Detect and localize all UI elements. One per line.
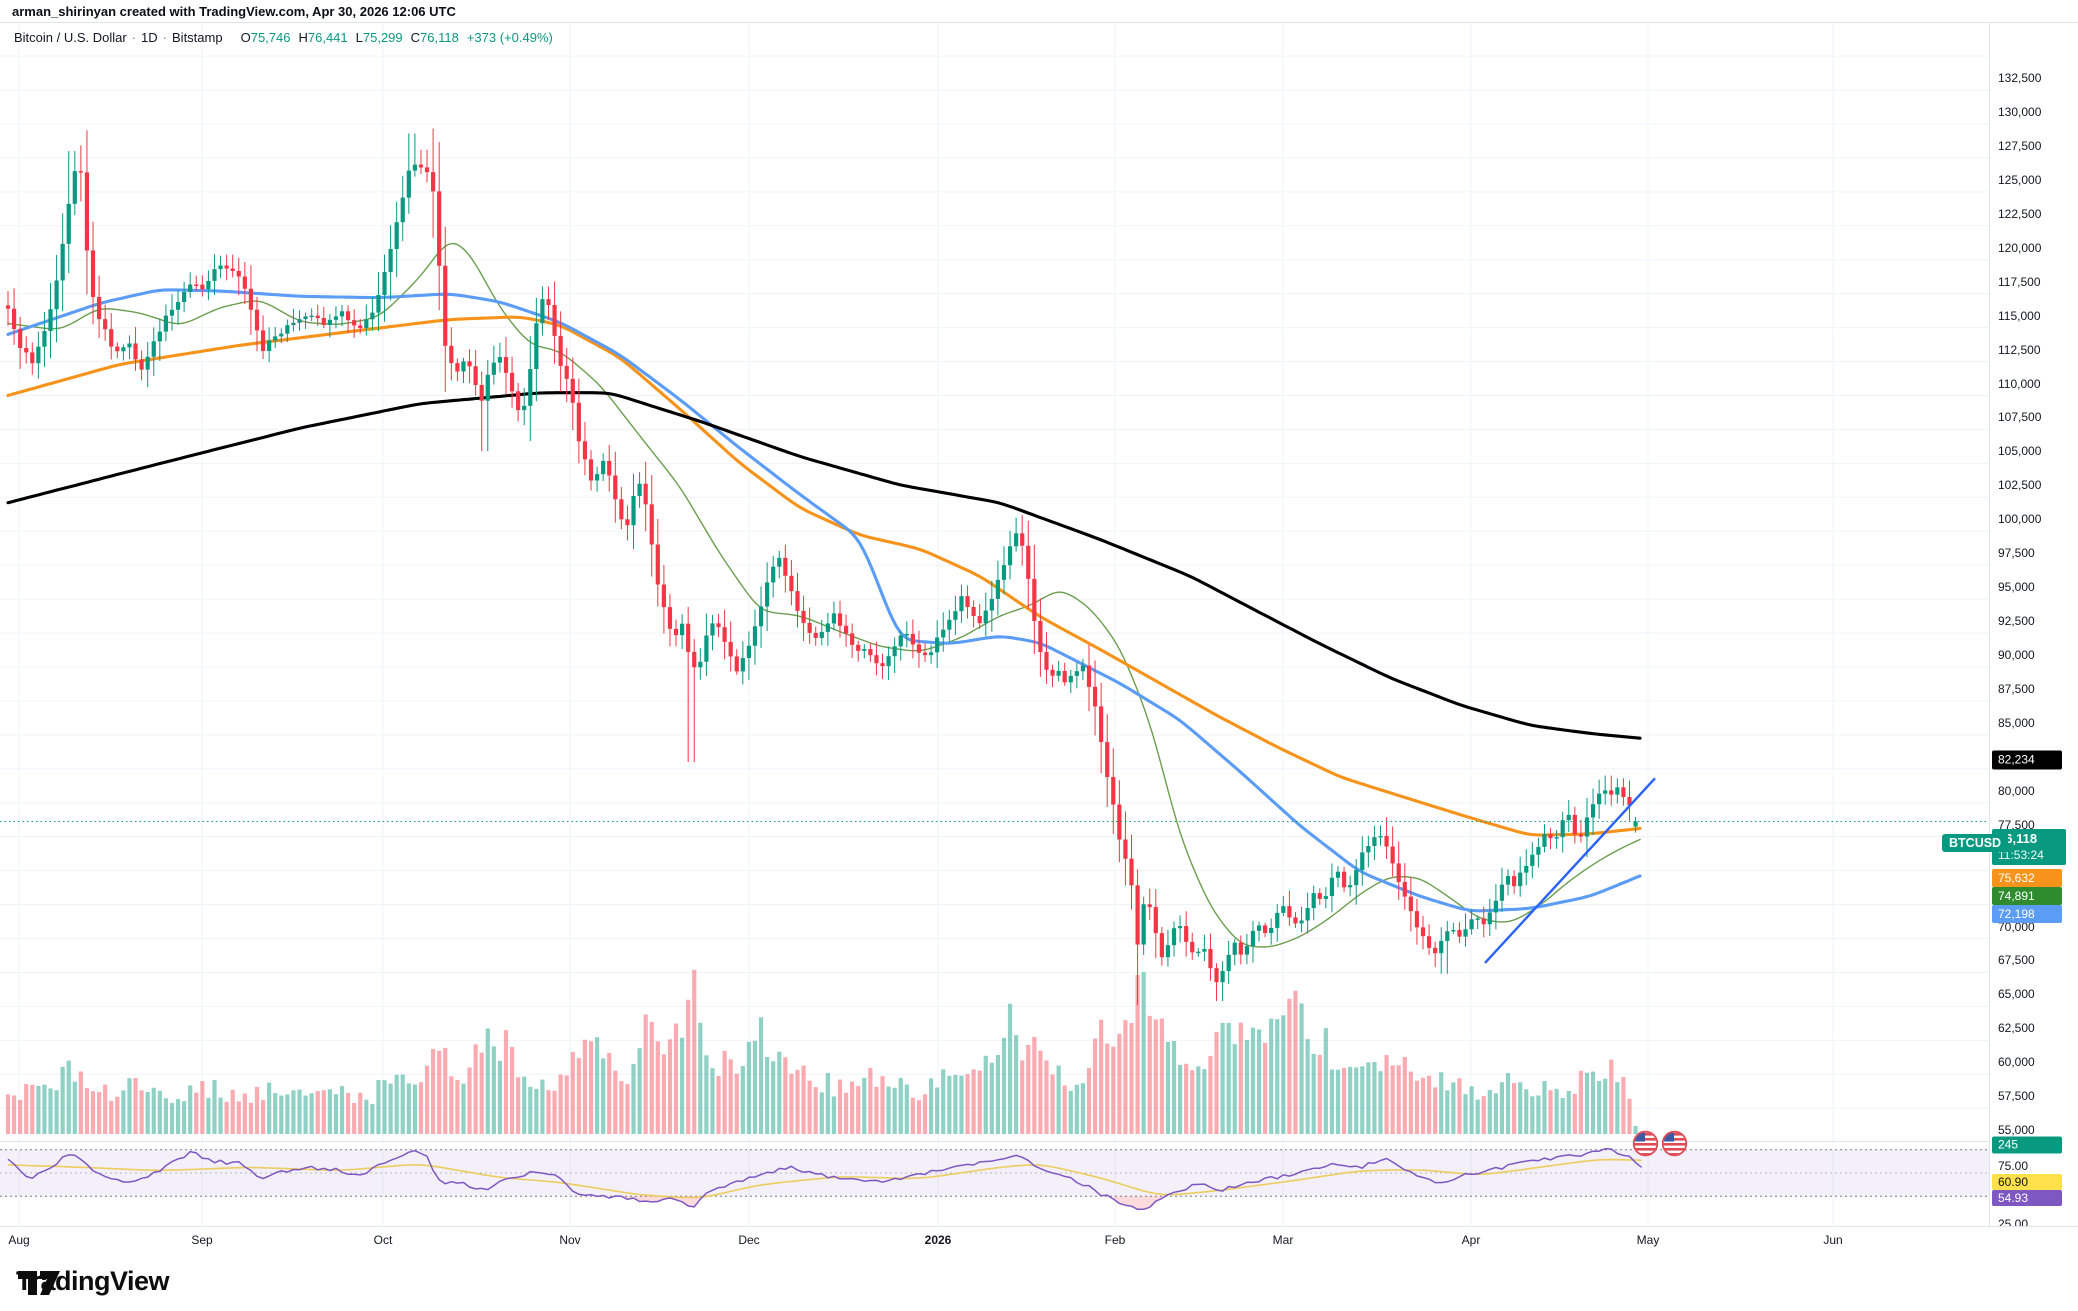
price-axis-tick: 57,500 <box>1998 1089 2035 1104</box>
tradingview-logo-icon <box>18 1270 60 1295</box>
price-axis-tick: 55,000 <box>1998 1123 2035 1138</box>
price-axis-tick: 107,500 <box>1998 410 2042 425</box>
pane-divider[interactable] <box>0 1141 1989 1142</box>
symbol-tag: BTCUSD <box>1942 834 2009 852</box>
ohlc-values: O75,746 H76,441 L75,299 C76,118 +373 (+0.49%… <box>233 30 553 45</box>
time-axis-label-may: May <box>1636 1233 1660 1247</box>
legend-separator: · <box>162 30 168 45</box>
exchange-label[interactable]: Bitstamp <box>172 30 223 45</box>
price-axis-tick: 60,000 <box>1998 1055 2035 1070</box>
time-axis[interactable]: Aug Sep Oct Nov Dec 2026 Feb Mar Apr May Jun <box>0 1226 2078 1254</box>
price-axis-tick: 115,000 <box>1998 308 2041 323</box>
price-axis-tick: 65,000 <box>1998 987 2035 1002</box>
open-value: 75,746 <box>250 30 291 45</box>
price-axis-tick: 97,500 <box>1998 546 2035 561</box>
price-axis-tick: 130,000 <box>1998 105 2042 119</box>
symbol-legend[interactable]: Bitcoin / U.S. Dollar · 1D · Bitstamp O75,746… <box>14 30 553 45</box>
time-axis-label-2026: 2026 <box>924 1233 952 1247</box>
price-axis-tick: 85,000 <box>1998 715 2035 730</box>
time-axis-label-jun: Jun <box>1823 1233 1843 1247</box>
tradingview-logo[interactable]: TradingView <box>16 1266 170 1297</box>
low-value: 75,299 <box>362 30 403 45</box>
price-axis-tick: 92,500 <box>1998 614 2035 629</box>
price-axis-tick: 80,000 <box>1998 783 2035 798</box>
price-axis-tick: 117,500 <box>1998 274 2041 289</box>
rsi-value-label: 54.93 <box>1992 1190 2062 1206</box>
time-axis-label-mar: Mar <box>1272 1233 1294 1247</box>
open-label: O <box>240 30 251 45</box>
price-axis-tick: 77,500 <box>1998 817 2035 832</box>
time-axis-label-nov: Nov <box>559 1233 581 1247</box>
rsi-axis-tick: 75.00 <box>1998 1159 2029 1173</box>
price-axis-tick: 70,000 <box>1998 919 2035 934</box>
price-axis-tick: 120,000 <box>1998 240 2042 255</box>
price-axis-tick: 132,500 <box>1998 71 2042 86</box>
ma200-price-label: 82,234 <box>1992 750 2062 770</box>
price-axis-tick: 112,500 <box>1998 342 2041 357</box>
volume-value-label: 245 <box>1992 1136 2062 1154</box>
ma100-price-label: 72,198 <box>1992 905 2062 923</box>
interval-label[interactable]: 1D <box>141 30 158 45</box>
ma50-price-label: 75,632 <box>1992 869 2062 887</box>
price-axis-tick: 125,000 <box>1998 172 2042 187</box>
symbol-title[interactable]: Bitcoin / U.S. Dollar <box>14 30 127 45</box>
price-axis-tick: 62,500 <box>1998 1021 2035 1036</box>
price-axis[interactable]: 76,118 11:53:24 132,500 130,000 127,500 125… <box>1990 23 2078 1231</box>
close-value: 76,118 <box>420 30 459 45</box>
bar-countdown: 11:53:24 <box>1998 848 2044 862</box>
price-axis-tick: 90,000 <box>1998 648 2035 663</box>
time-axis-label-aug: Aug <box>8 1233 30 1247</box>
price-axis-tick: 122,500 <box>1998 206 2042 221</box>
chart-widget: Bitcoin / U.S. Dollar · 1D · Bitstamp O75,746… <box>0 22 2078 1254</box>
attribution-text: arman_shirinyan created with TradingView… <box>12 4 456 19</box>
high-label: H <box>298 30 308 45</box>
economic-event-us-flag-icon[interactable] <box>1661 1130 1688 1157</box>
time-axis-label-apr: Apr <box>1461 1233 1481 1247</box>
ma21-price-label: 74,891 <box>1992 887 2062 905</box>
time-axis-label-feb: Feb <box>1104 1233 1126 1247</box>
legend-separator: · <box>131 30 137 45</box>
economic-event-us-flag-icon[interactable] <box>1632 1130 1659 1157</box>
price-axis-tick: 110,000 <box>1998 376 2041 391</box>
price-axis-tick: 127,500 <box>1998 138 2042 153</box>
price-axis-tick: 100,000 <box>1998 512 2042 527</box>
price-axis-tick: 87,500 <box>1998 681 2035 696</box>
price-axis-tick: 95,000 <box>1998 580 2035 595</box>
price-axis-tick: 105,000 <box>1998 444 2042 459</box>
time-axis-label-dec: Dec <box>738 1233 760 1247</box>
rsi-pane[interactable] <box>0 1142 1989 1226</box>
low-label: L <box>355 30 363 45</box>
price-pane[interactable] <box>0 23 1989 1141</box>
change-value: +373 (+0.49%) <box>466 30 553 45</box>
close-label: C <box>410 30 421 45</box>
price-axis-separator <box>1989 23 1990 1253</box>
time-axis-label-oct: Oct <box>373 1233 393 1247</box>
price-axis-tick: 102,500 <box>1998 478 2042 493</box>
time-axis-label-sep: Sep <box>191 1233 213 1247</box>
rsi-ma-value-label: 60.90 <box>1992 1174 2062 1190</box>
high-value: 76,441 <box>307 30 348 45</box>
price-axis-tick: 67,500 <box>1998 953 2035 968</box>
